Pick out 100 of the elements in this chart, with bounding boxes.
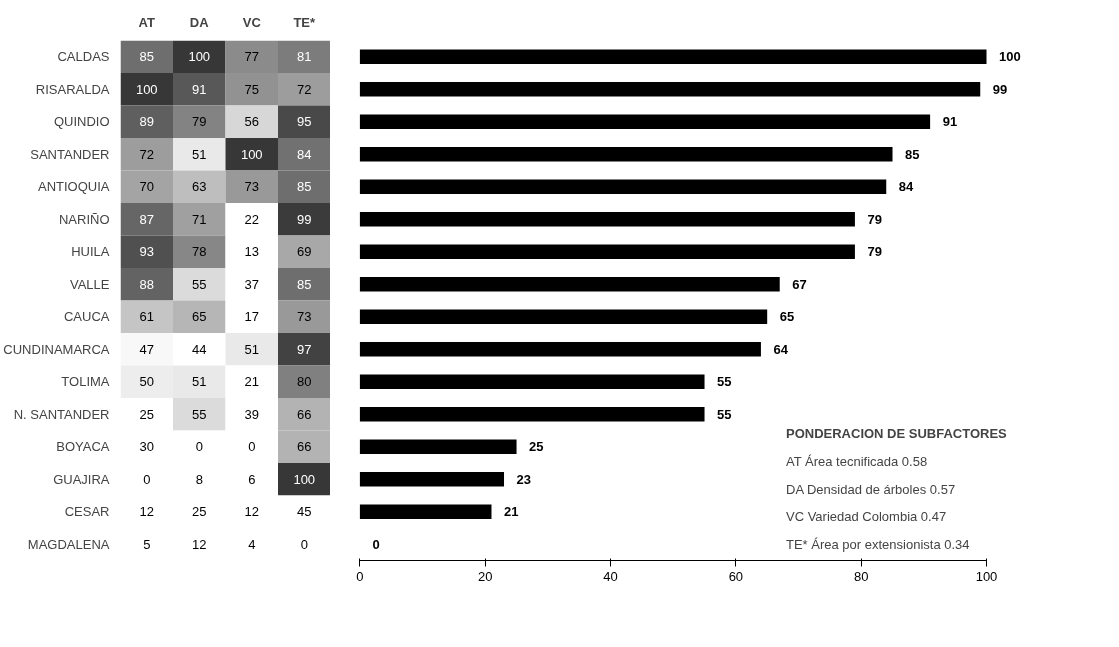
bar	[359, 114, 931, 130]
data-label: 100	[135, 81, 158, 97]
data-label: 55	[192, 406, 207, 422]
data-label: 51	[244, 341, 259, 357]
y-tick-label: SANTANDER	[30, 146, 110, 162]
data-label: 99	[297, 211, 312, 227]
y-tick-label: CALDAS	[57, 49, 110, 65]
data-label: 23	[516, 471, 532, 487]
bar	[359, 406, 705, 422]
data-label: 51	[192, 374, 207, 390]
data-label: 44	[192, 341, 207, 357]
y-tick-label: HUILA	[71, 244, 110, 260]
annotation: VC Variedad Colombia 0.47	[785, 509, 947, 525]
data-label: 85	[139, 49, 154, 65]
data-label: 73	[244, 179, 259, 195]
data-label: 61	[139, 309, 154, 325]
data-label: 51	[192, 146, 207, 162]
x-tick-label: AT	[138, 14, 155, 30]
data-label: 47	[139, 341, 154, 357]
data-label: 55	[717, 406, 732, 422]
data-label: 39	[244, 406, 259, 422]
data-label: 0	[372, 536, 380, 552]
bar	[359, 146, 893, 162]
y-tick-label: CESAR	[64, 504, 110, 520]
data-label: 100	[188, 49, 211, 65]
y-tick-label: GUAJIRA	[53, 471, 110, 487]
data-label: 64	[773, 341, 789, 357]
data-label: 0	[248, 439, 256, 455]
bar	[359, 504, 492, 520]
data-label: 84	[297, 146, 312, 162]
x-tick-label: 100	[975, 568, 998, 584]
data-label: 21	[504, 504, 519, 520]
data-label: 93	[139, 244, 154, 260]
data-label: 12	[139, 504, 154, 520]
data-label: 13	[244, 244, 259, 260]
x-tick-label: VC	[242, 14, 262, 30]
data-label: 72	[139, 146, 154, 162]
y-tick-label: CAUCA	[63, 309, 110, 325]
bar	[359, 341, 761, 357]
data-label: 85	[297, 179, 312, 195]
x-tick-label: 40	[603, 568, 618, 584]
data-label: 22	[244, 211, 259, 227]
data-label: 17	[244, 309, 259, 325]
data-label: 56	[244, 114, 259, 130]
bar	[359, 81, 981, 97]
data-label: 65	[192, 309, 207, 325]
data-label: 25	[139, 406, 154, 422]
data-label: 69	[297, 244, 312, 260]
data-label: 71	[192, 211, 207, 227]
data-label: 30	[139, 439, 154, 455]
data-label: 0	[300, 536, 308, 552]
data-label: 79	[867, 244, 882, 260]
bar	[359, 49, 987, 65]
data-label: 79	[192, 114, 207, 130]
annotation: DA Densidad de árboles 0.57	[785, 481, 956, 497]
data-label: 77	[244, 49, 259, 65]
y-tick-label: VALLE	[69, 276, 110, 292]
data-label: 55	[192, 276, 207, 292]
data-label: 85	[905, 146, 920, 162]
x-tick-label: DA	[189, 14, 210, 30]
data-label: 12	[244, 504, 259, 520]
data-label: 81	[297, 49, 312, 65]
bar	[359, 244, 855, 260]
data-label: 80	[297, 374, 312, 390]
data-label: 63	[192, 179, 207, 195]
annotation: AT Área tecnificada 0.58	[785, 453, 928, 469]
data-label: 84	[898, 179, 915, 195]
x-tick-label: 20	[477, 568, 493, 584]
data-label: 50	[139, 374, 154, 390]
data-label: 100	[999, 49, 1021, 65]
x-tick-label: 80	[853, 568, 869, 584]
y-tick-label: ANTIOQUIA	[37, 179, 110, 195]
data-label: 37	[244, 276, 259, 292]
data-label: 0	[195, 439, 203, 455]
data-label: 70	[139, 179, 154, 195]
data-label: 8	[195, 471, 203, 487]
y-tick-label: BOYACA	[56, 439, 110, 455]
y-tick-label: MAGDALENA	[27, 536, 110, 552]
bar	[359, 211, 855, 227]
y-tick-label: RISARALDA	[35, 81, 110, 97]
data-label: 0	[143, 471, 151, 487]
annotation: PONDERACION DE SUBFACTORES	[785, 426, 1008, 442]
data-label: 87	[139, 211, 154, 227]
data-label: 5	[143, 536, 151, 552]
data-label: 6	[248, 471, 256, 487]
data-label: 78	[192, 244, 207, 260]
data-label: 91	[942, 114, 958, 130]
data-label: 85	[297, 276, 312, 292]
y-tick-label: TOLIMA	[61, 374, 110, 390]
annotation: TE* Área por extensionista 0.34	[785, 536, 970, 552]
y-tick-label: QUINDIO	[53, 114, 110, 130]
data-label: 21	[244, 374, 259, 390]
data-label: 100	[240, 146, 263, 162]
data-label: 66	[297, 439, 312, 455]
x-tick-label: TE*	[293, 14, 317, 30]
data-label: 67	[792, 276, 807, 292]
data-label: 95	[297, 114, 312, 130]
data-label: 66	[297, 406, 312, 422]
data-label: 73	[297, 309, 312, 325]
bar	[359, 309, 768, 325]
